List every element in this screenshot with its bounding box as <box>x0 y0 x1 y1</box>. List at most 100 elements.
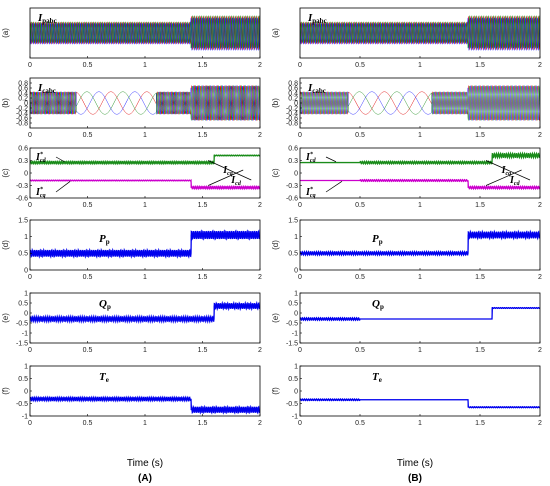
x-tick-label: 0 <box>298 274 302 281</box>
x-tick-label: 0.5 <box>355 62 365 69</box>
y-tick-label: 0.3 <box>18 158 28 165</box>
y-tick-label: 0.5 <box>288 376 298 383</box>
phase-current-line <box>300 17 540 51</box>
plot-area <box>300 15 540 51</box>
subplot-A-e: (e) 0 0.5 1 1.5 2 1 0.5 0 -0.5 -1 -1.5 Qp <box>1 290 262 354</box>
annotation-label: I* cd <box>305 151 317 164</box>
x-tick-label: 1.5 <box>475 420 485 427</box>
subplot-B-e: (e) 0 0.5 1 1.5 2 1 0.5 0 -0.5 -1 -1.5 Qp <box>271 290 542 354</box>
rotor-current-line <box>300 85 540 121</box>
y-tick-label: 0 <box>24 388 28 395</box>
x-tick-label: 1.5 <box>475 132 485 139</box>
y-tick-label: 0 <box>294 100 298 107</box>
y-tick-label: -0.5 <box>16 401 28 408</box>
x-tick-label: 1 <box>418 274 422 281</box>
y-tick-label: -0.2 <box>286 105 298 112</box>
subplot-A-c: (c) 0 0.5 1 1.5 2 0.6 0.3 0 -0.3 -0.6 I* cd I* cq IcdIc… <box>1 145 262 209</box>
phase-current-line <box>30 16 260 50</box>
subplot-B-b: (b)0 0.5 1 1.5 20.80.60.40.20-0.2-0.4-0.6-0.… <box>271 77 542 139</box>
x-tick-label: 0 <box>28 274 32 281</box>
y-tick-label: 0.5 <box>288 251 298 258</box>
annotation-label: I* cq <box>35 186 46 199</box>
x-tick-label: 0.5 <box>355 202 365 209</box>
series-line <box>30 395 260 415</box>
signal-label: Pp <box>372 233 383 246</box>
phase-current-line <box>30 17 260 51</box>
x-tick-label: 1.5 <box>198 202 208 209</box>
y-tick-label: 1.5 <box>18 217 28 224</box>
x-axis-label-left: Time (s) <box>127 458 163 469</box>
y-tick-label: -0.5 <box>286 401 298 408</box>
plot-area <box>30 15 260 51</box>
y-tick-label: -0.6 <box>16 115 28 122</box>
annotation-label: I* cd <box>35 151 47 164</box>
y-tick-label: 0 <box>294 310 298 317</box>
subplot-B-d: (d) 0 0.5 1 1.5 2 1.5 1 0.5 0 Pp <box>271 217 542 281</box>
x-tick-label: 2 <box>258 420 262 427</box>
row-label: (c) <box>1 168 10 178</box>
y-tick-label: -1 <box>22 413 28 420</box>
y-tick-label: 0 <box>294 388 298 395</box>
x-tick-label: 2 <box>258 347 262 354</box>
y-tick-label: -0.2 <box>16 105 28 112</box>
signal-label: Te <box>372 371 382 384</box>
x-tick-label: 2 <box>538 347 542 354</box>
plot-area <box>30 85 260 121</box>
row-label: (b) <box>1 98 10 108</box>
y-tick-label: 0 <box>24 267 28 274</box>
y-tick-label: 1 <box>294 234 298 241</box>
y-tick-label: -0.8 <box>16 120 28 127</box>
x-tick-label: 0.5 <box>355 347 365 354</box>
x-tick-label: 0.5 <box>83 62 93 69</box>
subplot-B-a: (a) 0 0.5 1 1.5 2 Ipabc <box>271 7 542 69</box>
plot-area <box>300 398 540 409</box>
x-tick-label: 2 <box>258 62 262 69</box>
annotation-label: Icq <box>501 165 512 177</box>
x-tick-label: 0 <box>298 132 302 139</box>
plot-area <box>300 151 540 191</box>
annotation-arrow <box>55 156 65 163</box>
panel-label-b: (B) <box>408 473 422 484</box>
y-tick-label: 0.5 <box>288 300 298 307</box>
series-mean-line <box>30 305 260 320</box>
y-tick-label: 0.4 <box>18 90 28 97</box>
annotation-label: I* cq <box>305 186 316 199</box>
x-tick-label: 0 <box>28 420 32 427</box>
x-tick-label: 0 <box>28 62 32 69</box>
annotation-arrow <box>325 156 337 163</box>
x-tick-label: 0 <box>28 202 32 209</box>
signal-label: Icabc <box>37 82 56 95</box>
x-tick-label: 2 <box>258 202 262 209</box>
y-tick-label: -0.6 <box>286 195 298 202</box>
y-tick-label: 0 <box>24 170 28 177</box>
annotation-arrow <box>208 160 252 181</box>
subplot-B-f: (f) 0 0.5 1 1.5 2 1 0.5 0 -0.5 -1 Te <box>271 363 542 427</box>
x-tick-label: 2 <box>538 420 542 427</box>
y-tick-label: 0.5 <box>18 376 28 383</box>
y-tick-label: -0.3 <box>286 183 298 190</box>
y-tick-label: -1.5 <box>16 340 28 347</box>
panel-label-a: (A) <box>138 473 152 484</box>
rotor-current-line <box>300 85 540 121</box>
y-tick-label: -0.5 <box>286 320 298 327</box>
series-line <box>300 306 540 322</box>
series-mean-line <box>30 155 260 163</box>
subplot-A-f: (f) 0 0.5 1 1.5 2 1 0.5 0 -0.5 -1 Te <box>1 363 262 427</box>
subplot-A-d: (d) 0 0.5 1 1.5 2 1.5 1 0.5 0 Pp <box>1 217 262 281</box>
x-tick-label: 0.5 <box>355 132 365 139</box>
row-label: (d) <box>271 240 280 250</box>
row-label: (e) <box>1 313 10 323</box>
signal-label: Te <box>99 371 109 384</box>
x-tick-label: 2 <box>538 132 542 139</box>
annotation-arrow <box>55 181 71 193</box>
y-tick-label: 0.6 <box>18 145 28 152</box>
annotation-arrow <box>208 169 244 186</box>
x-tick-label: 1.5 <box>198 347 208 354</box>
plot-area <box>300 85 540 121</box>
series-mean-line <box>300 307 540 320</box>
x-tick-label: 1 <box>143 274 147 281</box>
subplot-B-c: (c) 0 0.5 1 1.5 2 0.6 0.3 0 -0.3 -0.6 I* cd I* cq IcdIc… <box>271 145 542 209</box>
x-tick-label: 1 <box>143 347 147 354</box>
x-tick-label: 0.5 <box>355 420 365 427</box>
plot-area <box>30 395 260 415</box>
